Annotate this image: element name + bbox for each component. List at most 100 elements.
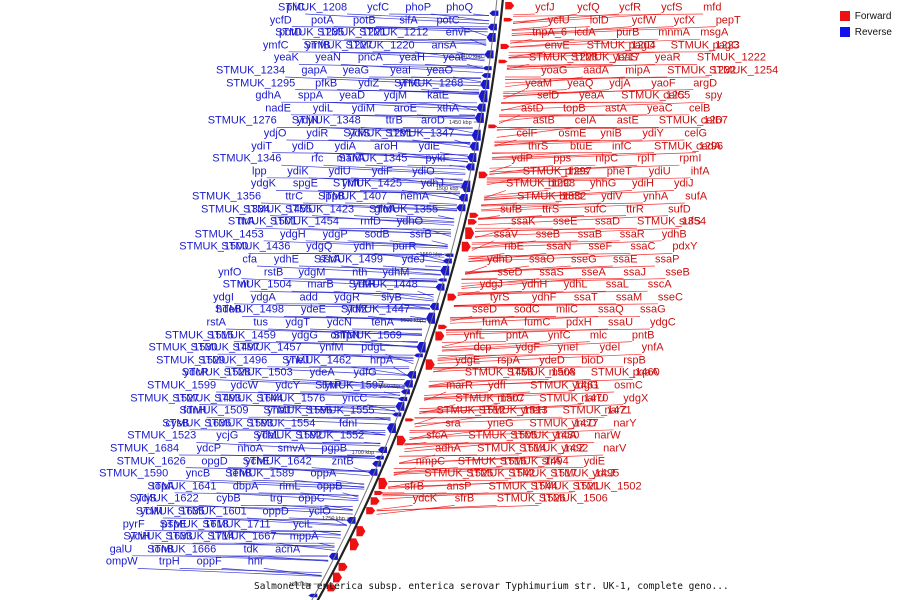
reverse-leader-line: [375, 290, 434, 300]
forward-leader-line: [471, 240, 578, 244]
reverse-gene-label: STMUK_1635: [135, 505, 205, 518]
forward-gene-label: sseD: [497, 266, 523, 279]
forward-gene-label: btuE: [570, 140, 593, 153]
forward-feature-mark: [488, 124, 498, 129]
forward-leader-line: [441, 341, 590, 351]
reverse-gene-label: pykF: [425, 152, 450, 165]
forward-gene-label: pdxY: [672, 240, 698, 253]
forward-gene-label: ydcK: [412, 492, 438, 505]
reverse-gene-label: ydgA: [250, 291, 276, 304]
forward-gene-label: STMUK_1223: [670, 39, 740, 52]
forward-feature-mark: [370, 497, 380, 505]
forward-leader-line: [433, 366, 624, 369]
reverse-leader-line: [342, 492, 359, 498]
forward-gene-label: astB: [532, 114, 555, 127]
reverse-gene-label: yeaK: [273, 51, 299, 64]
kbp-tick-label: 1650 kbp: [378, 384, 401, 390]
reverse-leader-line: [305, 454, 376, 459]
reverse-gene-label: ydhM: [382, 266, 410, 279]
forward-leader-line: [511, 26, 716, 36]
forward-gene-label: STMUK_1461: [530, 379, 600, 392]
reverse-leader-line: [434, 177, 463, 181]
legend-item-forward: Forward: [839, 8, 892, 24]
forward-leader-line: [409, 429, 572, 431]
reverse-gene-label: ydcR: [183, 366, 209, 379]
forward-gene-label: sseC: [657, 291, 683, 304]
forward-leader-line: [437, 353, 642, 364]
forward-leader-line: [494, 139, 685, 146]
forward-gene-label: osmE: [558, 127, 587, 140]
reverse-gene-label: ydjN: [296, 114, 319, 127]
forward-gene-label: STMUK_1298: [506, 177, 576, 190]
kbp-tick-labels: 1400 kbp 1450 kbp 1500 kbp 1550 kbp 1600 kbp…: [289, 54, 493, 588]
forward-gene-label: ydcJ: [592, 467, 615, 480]
reverse-leader-line: [454, 139, 471, 146]
reverse-gene-label: tonB: [151, 543, 175, 556]
reverse-gene-label: potD: [278, 26, 303, 39]
reverse-gene-label: add: [299, 291, 318, 304]
reverse-leader-line: [302, 38, 487, 45]
forward-gene-label: STMUK_1502: [572, 480, 642, 493]
reverse-gene-label: yneJ: [285, 354, 310, 367]
forward-gene-label: mlc: [589, 329, 607, 342]
reverse-gene-label: yciO: [308, 505, 331, 518]
reverse-gene-label: STMUK_1515: [164, 329, 234, 342]
reverse-feature-mark: [437, 278, 447, 282]
reverse-gene-label: yeaO: [426, 64, 454, 77]
reverse-gene-label: ymfC: [262, 39, 289, 52]
forward-gene-label: narV: [603, 442, 627, 455]
forward-gene-label: ydhF: [531, 291, 557, 304]
forward-gene-label: btuC: [548, 177, 572, 190]
reverse-gene-label: sifA: [399, 14, 418, 27]
forward-leader-line: [449, 316, 599, 324]
forward-gene-label: ycfJ: [535, 1, 555, 14]
forward-leader-line: [474, 227, 637, 232]
forward-gene-label: STMUK_1296: [654, 140, 724, 153]
forward-gene-label: STMUK_1544: [488, 480, 558, 493]
kbp-tick-label: 1450 kbp: [449, 120, 472, 126]
reverse-gene-label: STMUK_1500: [179, 240, 249, 253]
forward-leader-line: [510, 38, 575, 44]
forward-gene-label: sseF: [588, 240, 613, 253]
forward-feature-mark: [435, 331, 445, 341]
reverse-leader-line: [360, 127, 473, 137]
reverse-leader-line: [367, 316, 427, 323]
forward-gene-label: STMUK_1495: [550, 467, 620, 480]
forward-leader-line: [388, 479, 593, 488]
forward-gene-label: narW: [594, 429, 621, 442]
reverse-leader-line: [156, 505, 353, 511]
reverse-gene-label: yeaH: [399, 51, 425, 64]
reverse-gene-label: manA: [336, 152, 366, 165]
reverse-gene-label: STMUK_1666: [147, 543, 217, 556]
reverse-leader-line: [333, 26, 488, 33]
reverse-gene-label: cfa: [242, 253, 257, 266]
reverse-gene-label: ttrA: [237, 215, 255, 228]
reverse-gene-label: STMUK_1208: [278, 1, 348, 14]
forward-gene-label: sfrB: [454, 492, 475, 505]
reverse-gene-label: tehB: [229, 467, 253, 480]
forward-gene-label: ydgE: [455, 354, 481, 367]
forward-leader-line: [468, 253, 631, 257]
forward-leader-lines: [376, 13, 716, 515]
reverse-gene-label: oppC: [298, 492, 325, 505]
forward-gene-label: ynfC: [547, 329, 571, 342]
reverse-leader-line: [449, 164, 466, 168]
forward-gene-label: pagC: [712, 39, 739, 52]
reverse-gene-label: STMUK_1497: [190, 341, 260, 354]
forward-gene-label: sseB: [665, 266, 690, 279]
reverse-gene-label: STMUK_1276: [207, 114, 277, 127]
reverse-gene-label: tehA: [371, 316, 394, 329]
reverse-leader-line: [315, 429, 386, 436]
reverse-leader-line: [303, 202, 458, 211]
reverse-gene-label: yciL: [293, 518, 313, 531]
reverse-leader-line: [318, 127, 473, 136]
reverse-gene-label: STMUK_1596: [263, 404, 333, 417]
kbp-tick-label: 1800 kbp: [289, 582, 312, 588]
reverse-leader-line: [401, 341, 418, 343]
reverse-feature-mark: [444, 253, 454, 257]
forward-gene-label: ttrR: [626, 203, 644, 216]
forward-gene-label: ydfI: [488, 379, 506, 392]
reverse-leader-line: [283, 278, 438, 283]
forward-leader-line: [478, 215, 585, 219]
forward-gene-label: msgA: [700, 26, 729, 39]
